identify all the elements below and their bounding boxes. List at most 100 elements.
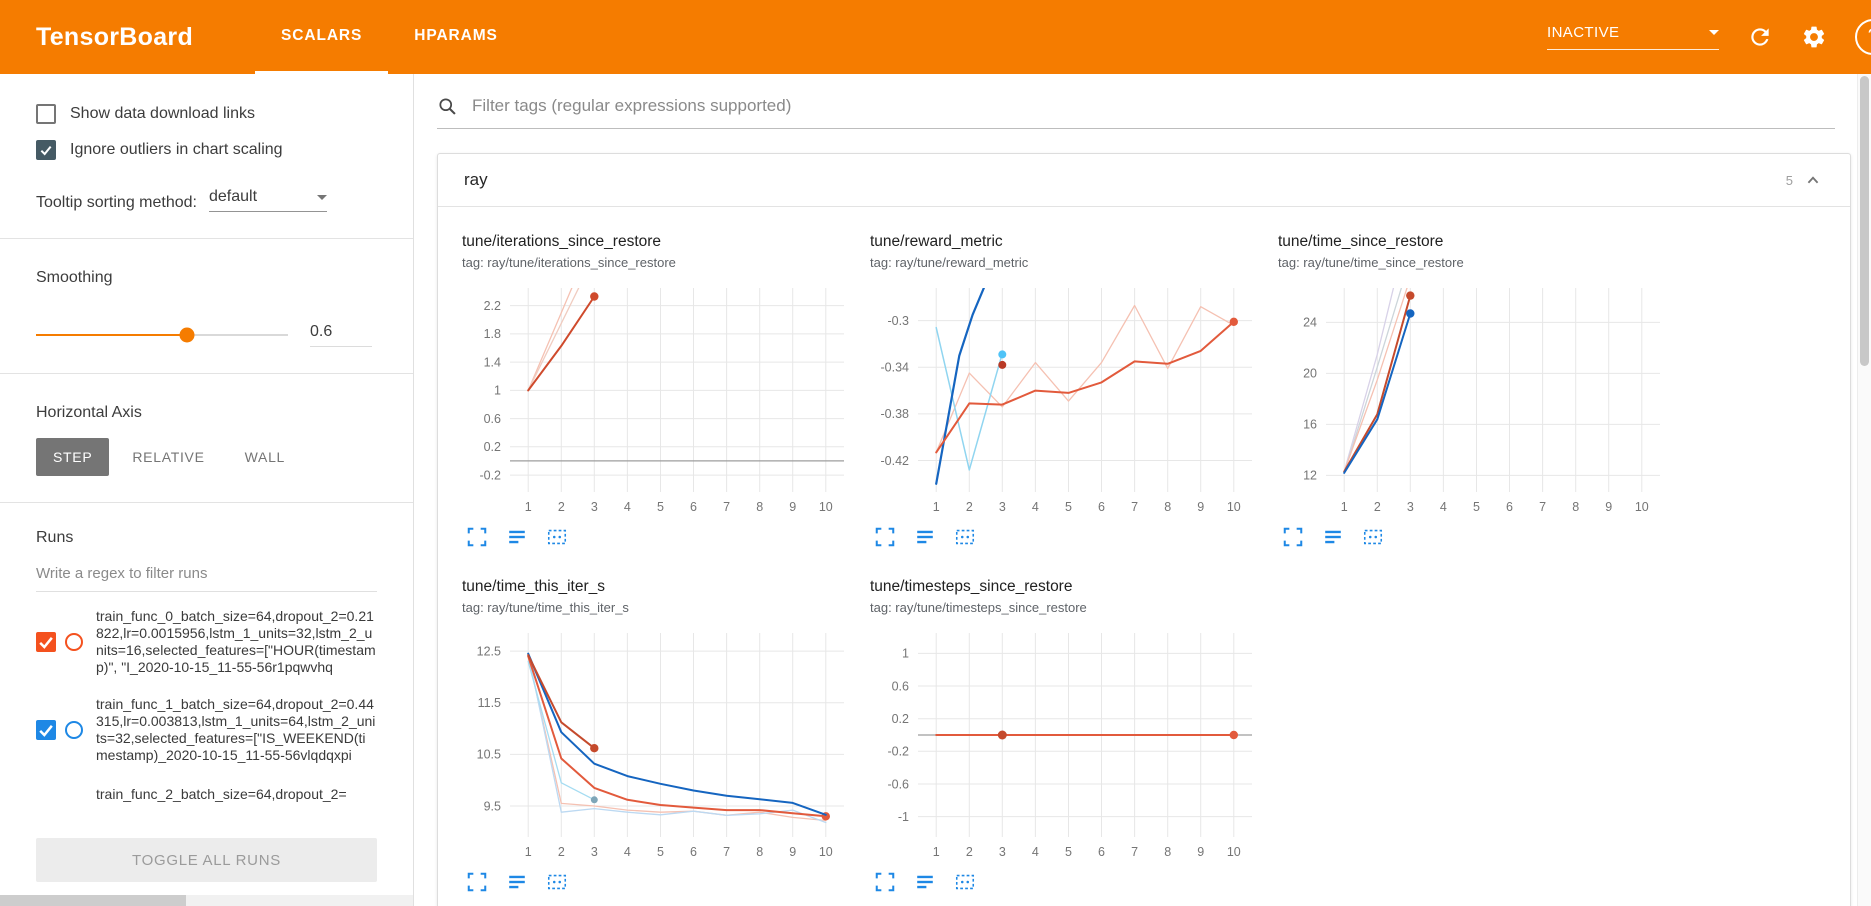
sidebar-divider bbox=[0, 502, 413, 503]
run-status-select[interactable]: INACTIVE bbox=[1547, 24, 1719, 50]
expand-chart-icon[interactable] bbox=[874, 871, 896, 893]
run-name: train_func_1_batch_size=64,dropout_2=0.4… bbox=[96, 696, 376, 763]
svg-text:8: 8 bbox=[1164, 845, 1171, 859]
scrollbar-thumb[interactable] bbox=[1860, 76, 1869, 366]
fit-domain-icon[interactable] bbox=[546, 871, 568, 893]
svg-text:-0.42: -0.42 bbox=[881, 454, 910, 468]
fit-domain-icon[interactable] bbox=[954, 871, 976, 893]
axis-wall-button[interactable]: WALL bbox=[244, 449, 286, 465]
runs-selector-icon[interactable] bbox=[1322, 526, 1344, 548]
chart-plot[interactable]: 1 2 3 4 5 6 7 8 9 10 9.5 10.5 11.5 12.5 bbox=[462, 623, 856, 863]
show-download-links-checkbox[interactable] bbox=[36, 104, 56, 124]
svg-text:7: 7 bbox=[1131, 500, 1138, 514]
svg-text:10: 10 bbox=[1227, 845, 1241, 859]
svg-text:9: 9 bbox=[1197, 500, 1204, 514]
header-actions: INACTIVE ? bbox=[1547, 19, 1871, 55]
run-radio[interactable] bbox=[65, 721, 83, 739]
svg-text:3: 3 bbox=[591, 500, 598, 514]
chart-tag: tag: ray/tune/timesteps_since_restore bbox=[870, 600, 1087, 615]
smoothing-value[interactable]: 0.6 bbox=[310, 323, 372, 347]
vertical-scrollbar[interactable] bbox=[1857, 74, 1871, 906]
expand-chart-icon[interactable] bbox=[874, 526, 896, 548]
run-checkbox[interactable] bbox=[36, 632, 56, 652]
svg-text:2: 2 bbox=[558, 845, 565, 859]
svg-text:9: 9 bbox=[789, 500, 796, 514]
axis-step-button[interactable]: STEP bbox=[36, 438, 110, 476]
ignore-outliers-checkbox[interactable] bbox=[36, 140, 56, 160]
svg-text:9: 9 bbox=[789, 845, 796, 859]
chart-tag: tag: ray/tune/time_this_iter_s bbox=[462, 600, 629, 615]
run-radio[interactable] bbox=[65, 633, 83, 651]
svg-text:2: 2 bbox=[1374, 500, 1381, 514]
fit-domain-icon[interactable] bbox=[1362, 526, 1384, 548]
chart-plot[interactable]: 1 2 3 4 5 6 7 8 9 10 -0.42 -0.38 -0.34 -0.3 bbox=[870, 278, 1264, 518]
ignore-outliers-label: Ignore outliers in chart scaling bbox=[70, 141, 283, 158]
run-item[interactable]: train_func_2_batch_size=64,dropout_2= bbox=[36, 784, 377, 804]
toggle-all-runs-button[interactable]: TOGGLE ALL RUNS bbox=[36, 838, 377, 882]
run-item[interactable]: train_func_1_batch_size=64,dropout_2=0.4… bbox=[36, 696, 377, 764]
svg-text:24: 24 bbox=[1303, 316, 1317, 330]
show-download-links-row[interactable]: Show data download links bbox=[36, 104, 377, 124]
scrollbar-thumb[interactable] bbox=[0, 895, 186, 906]
sidebar-horizontal-scrollbar[interactable] bbox=[0, 895, 413, 906]
runs-selector-icon[interactable] bbox=[506, 526, 528, 548]
axis-relative-button[interactable]: RELATIVE bbox=[132, 449, 205, 465]
run-name: train_func_2_batch_size=64,dropout_2= bbox=[96, 785, 347, 802]
runs-filter-input[interactable] bbox=[36, 565, 377, 592]
runs-selector-icon[interactable] bbox=[914, 526, 936, 548]
svg-text:2: 2 bbox=[966, 845, 973, 859]
svg-text:8: 8 bbox=[1164, 500, 1171, 514]
chart-toolbar bbox=[870, 871, 1274, 893]
svg-text:2.2: 2.2 bbox=[484, 299, 501, 313]
svg-text:6: 6 bbox=[1506, 500, 1513, 514]
runs-selector-icon[interactable] bbox=[506, 871, 528, 893]
chevron-up-icon[interactable] bbox=[1802, 169, 1824, 191]
expand-chart-icon[interactable] bbox=[466, 871, 488, 893]
fit-domain-icon[interactable] bbox=[954, 526, 976, 548]
run-status-value: INACTIVE bbox=[1547, 24, 1620, 41]
expand-chart-icon[interactable] bbox=[466, 526, 488, 548]
search-icon bbox=[437, 96, 458, 117]
svg-text:10.5: 10.5 bbox=[477, 748, 501, 762]
svg-text:5: 5 bbox=[1065, 500, 1072, 514]
svg-text:7: 7 bbox=[1131, 845, 1138, 859]
tag-group-header[interactable]: ray 5 bbox=[438, 154, 1850, 206]
run-name: train_func_0_batch_size=64,dropout_2=0.2… bbox=[96, 608, 376, 675]
svg-text:4: 4 bbox=[624, 845, 631, 859]
chart-card-iterations-since-restore: tune/iterations_since_restore tag: ray/t… bbox=[462, 233, 866, 548]
svg-text:1: 1 bbox=[525, 845, 532, 859]
svg-text:10: 10 bbox=[819, 845, 833, 859]
horizontal-axis-label: Horizontal Axis bbox=[36, 404, 142, 421]
fit-domain-icon[interactable] bbox=[546, 526, 568, 548]
run-item[interactable]: train_func_0_batch_size=64,dropout_2=0.2… bbox=[36, 608, 377, 676]
chevron-down-icon bbox=[1709, 30, 1719, 35]
smoothing-slider-thumb[interactable] bbox=[179, 327, 195, 343]
tab-hparams[interactable]: HPARAMS bbox=[414, 26, 498, 44]
ignore-outliers-row[interactable]: Ignore outliers in chart scaling bbox=[36, 140, 377, 160]
help-icon[interactable]: ? bbox=[1855, 19, 1871, 55]
run-checkbox[interactable] bbox=[36, 720, 56, 740]
settings-gear-icon[interactable] bbox=[1801, 24, 1827, 50]
smoothing-slider[interactable] bbox=[36, 327, 288, 343]
refresh-icon[interactable] bbox=[1747, 24, 1773, 50]
svg-text:1: 1 bbox=[494, 384, 501, 398]
svg-text:0.2: 0.2 bbox=[484, 440, 501, 454]
runs-selector-icon[interactable] bbox=[914, 871, 936, 893]
tooltip-sort-select[interactable]: default bbox=[208, 188, 327, 212]
expand-chart-icon[interactable] bbox=[1282, 526, 1304, 548]
svg-text:8: 8 bbox=[1572, 500, 1579, 514]
tag-group-count: 5 bbox=[1785, 172, 1793, 188]
chart-toolbar bbox=[462, 871, 866, 893]
app-header: TensorBoard SCALARS HPARAMS INACTIVE ? bbox=[0, 0, 1871, 74]
svg-text:4: 4 bbox=[1032, 500, 1039, 514]
chart-plot[interactable]: 1 2 3 4 5 6 7 8 9 10 -0.2 0.2 0.6 1 1.4 1.8 2.2 bbox=[462, 278, 856, 518]
svg-text:-0.34: -0.34 bbox=[881, 361, 910, 375]
sidebar-divider bbox=[0, 238, 413, 239]
chart-plot[interactable]: 1 2 3 4 5 6 7 8 9 10 -1 -0.6 -0.2 0.2 0.6 1 bbox=[870, 623, 1264, 863]
tab-scalars[interactable]: SCALARS bbox=[255, 0, 389, 74]
svg-text:-0.2: -0.2 bbox=[479, 468, 501, 482]
svg-text:4: 4 bbox=[1032, 845, 1039, 859]
tag-filter-input[interactable] bbox=[470, 95, 1835, 117]
svg-text:10: 10 bbox=[1227, 500, 1241, 514]
